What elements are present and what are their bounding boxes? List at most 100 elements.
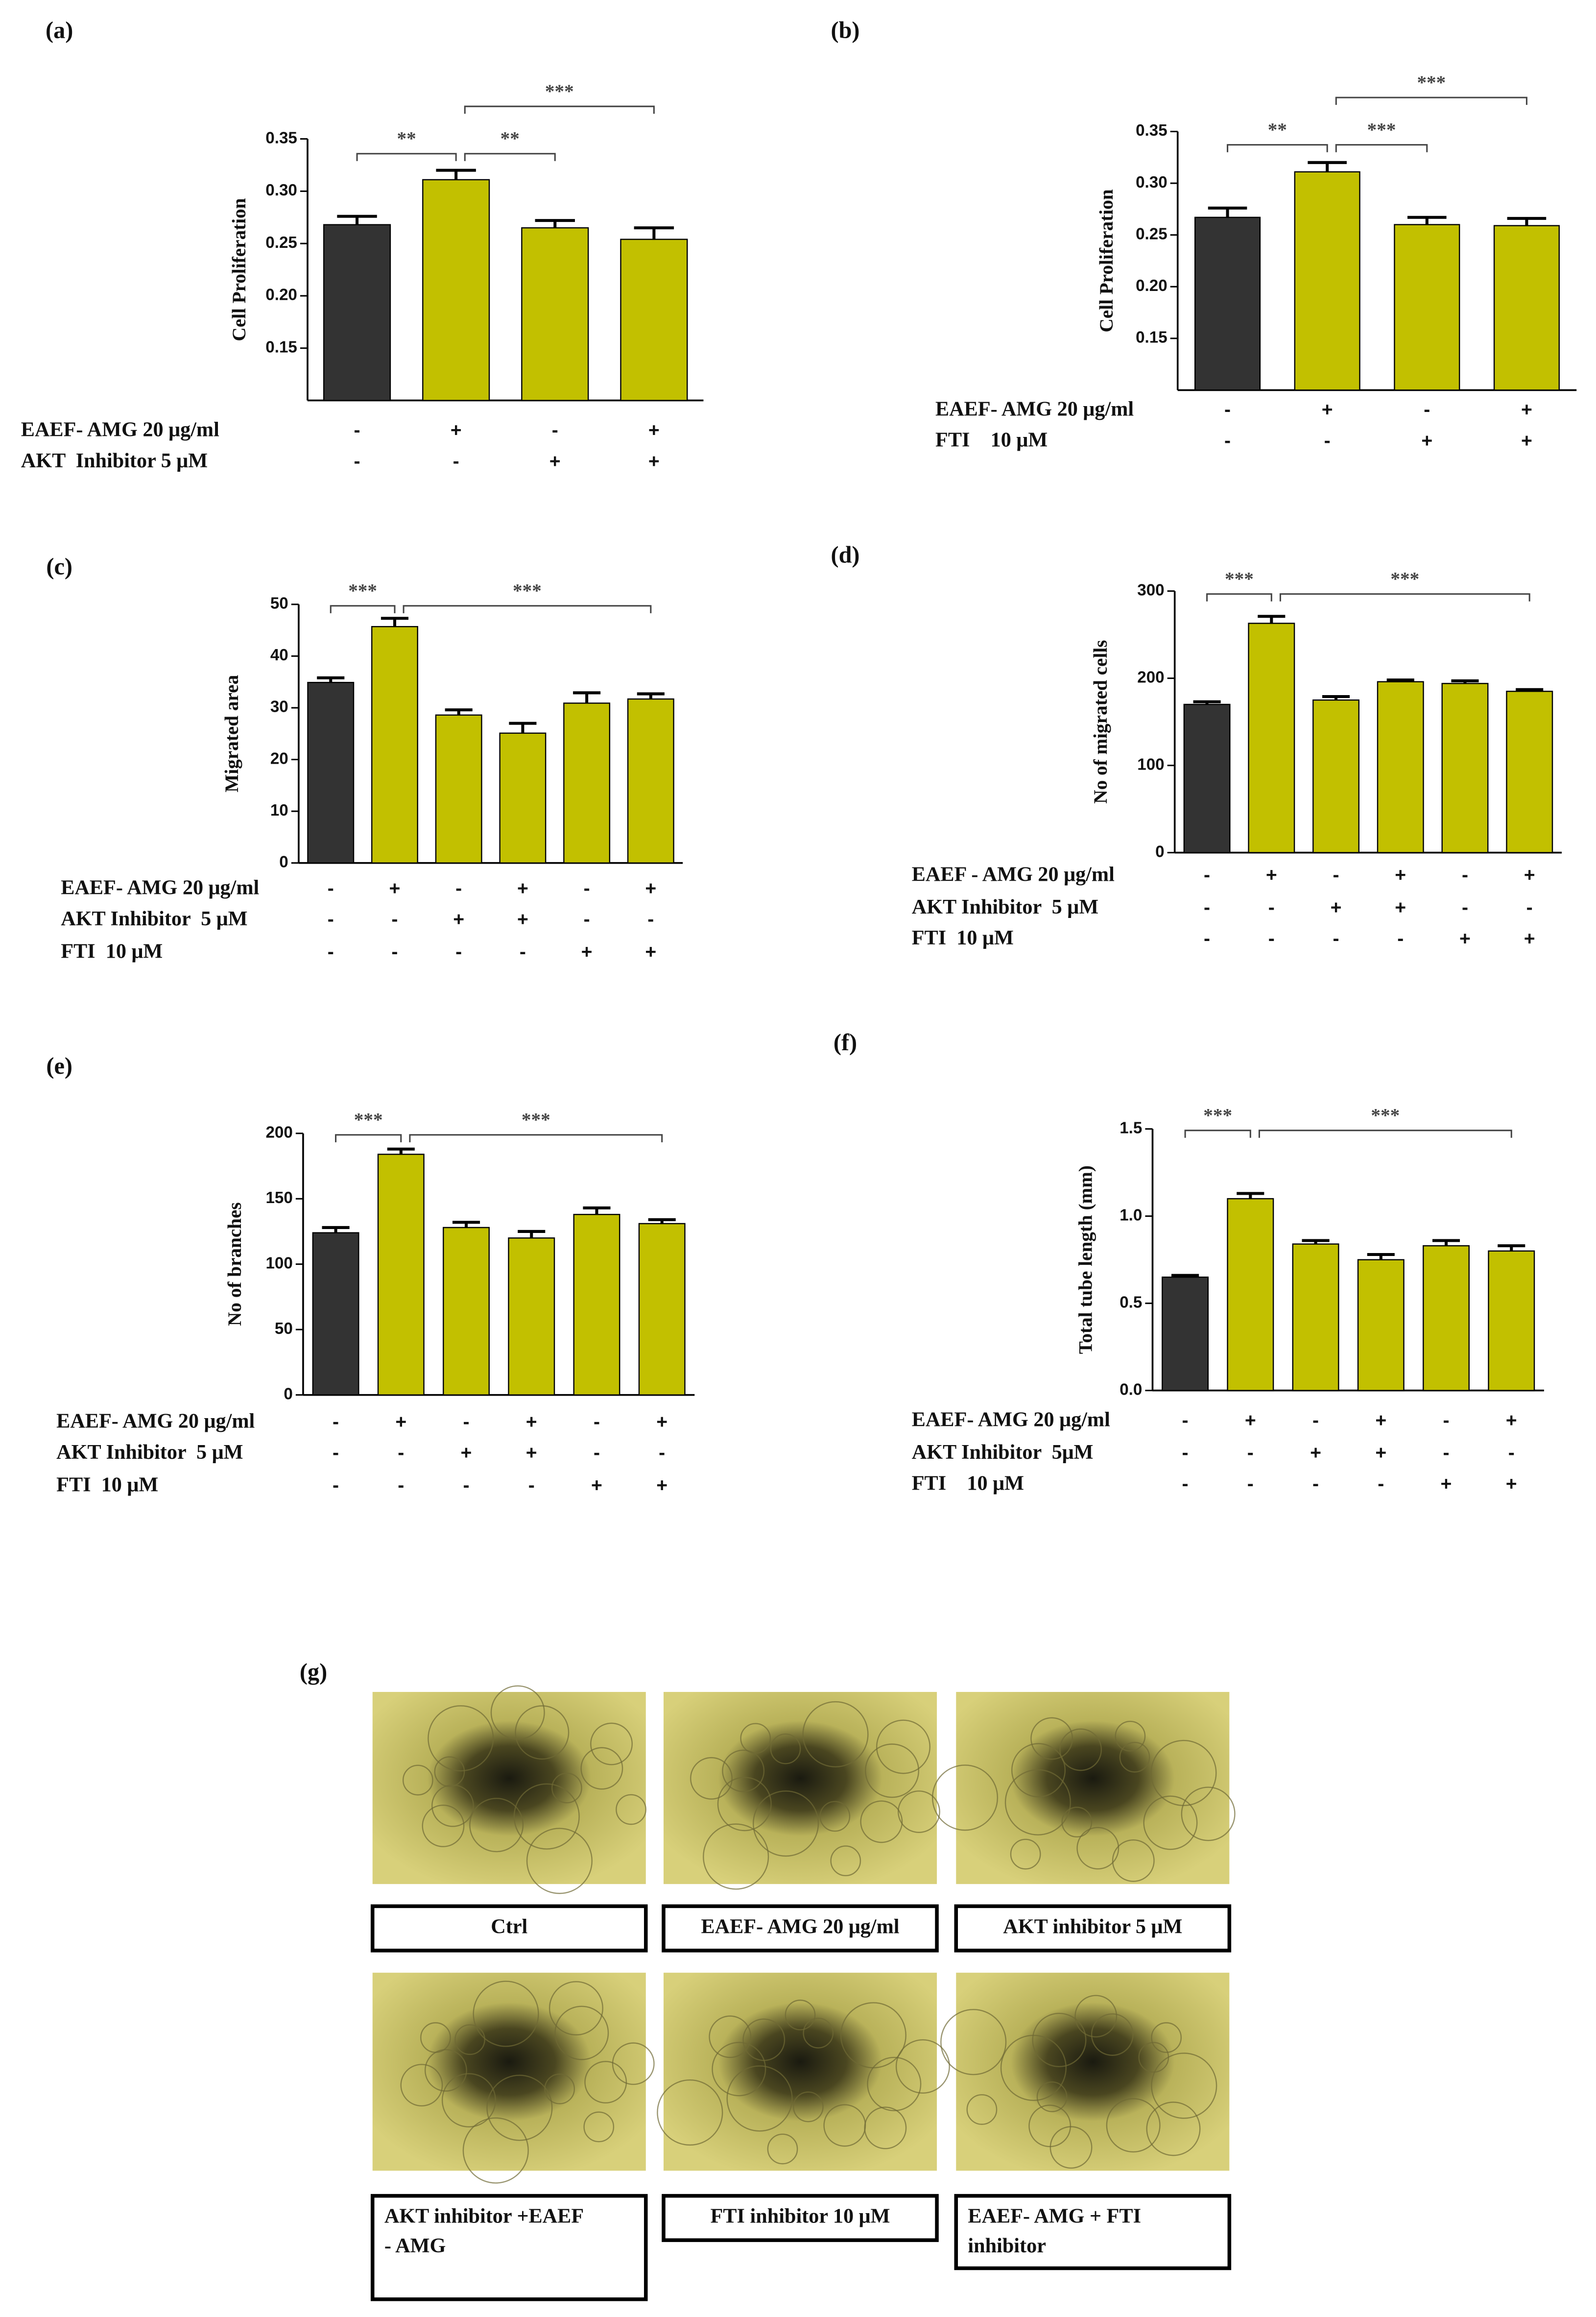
condition-sign: - (594, 1411, 600, 1432)
condition-sign: - (455, 878, 462, 899)
cell-network (1115, 1720, 1146, 1752)
error-bar (518, 1230, 546, 1238)
cell-network (580, 1747, 623, 1790)
cell-network (490, 1685, 545, 1740)
condition-sign: + (517, 909, 528, 930)
bar (1248, 623, 1295, 853)
cell-network (1059, 1728, 1102, 1771)
condition-sign: - (354, 451, 360, 472)
cell-network (551, 1772, 582, 1804)
cell-network (526, 1828, 593, 1894)
cell-network (1150, 1739, 1217, 1807)
error-bar (648, 1218, 676, 1224)
bar (422, 179, 490, 401)
bar (638, 1223, 686, 1396)
caption: - AMG (384, 2234, 446, 2257)
cell-network (895, 2039, 950, 2094)
condition-label: AKT Inhibitor 5 μM (56, 1441, 243, 1464)
caption: AKT inhibitor +EAEF (384, 2205, 584, 2228)
condition-sign: - (1247, 1473, 1254, 1495)
cell-network (1091, 2013, 1134, 2056)
micrograph (372, 1973, 646, 2171)
condition-sign: + (1395, 865, 1406, 886)
cell-network (1036, 2081, 1068, 2112)
significance-label: *** (513, 580, 542, 602)
error-bar (573, 691, 601, 703)
cell-network (966, 2094, 998, 2125)
condition-sign: + (581, 941, 593, 963)
condition-sign: - (1462, 897, 1468, 918)
cell-network (657, 2079, 723, 2146)
condition-sign: + (1506, 1410, 1517, 1431)
condition-sign: - (391, 941, 398, 963)
condition-sign: + (591, 1475, 602, 1496)
error-bar (387, 1147, 415, 1155)
y-tick-label: 0.5 (1120, 1293, 1142, 1311)
condition-sign: - (1268, 897, 1275, 918)
condition-sign: - (1443, 1443, 1449, 1464)
cell-network (712, 2042, 766, 2097)
bar (1441, 683, 1489, 853)
condition-sign: - (1424, 399, 1430, 420)
cell-network (1119, 1741, 1150, 1773)
y-tick-label: 0.30 (1136, 173, 1167, 192)
bar (1227, 1198, 1274, 1391)
condition-sign: + (395, 1411, 406, 1432)
cell-network (422, 1804, 465, 1847)
condition-sign: + (1521, 430, 1532, 451)
condition-sign: - (594, 1443, 600, 1464)
condition-sign: - (398, 1443, 404, 1464)
bar (1292, 1243, 1339, 1391)
panel-label: (c) (46, 554, 72, 579)
cell-network (1112, 1839, 1155, 1882)
condition-sign: - (391, 909, 398, 930)
condition-label: EAEF- AMG 20 μg/ml (935, 397, 1134, 420)
bar (1488, 1250, 1535, 1391)
error-bar (634, 226, 674, 240)
cell-network (767, 2133, 798, 2165)
bar (1183, 703, 1231, 853)
condition-sign: + (526, 1411, 537, 1432)
condition-sign: + (517, 878, 528, 899)
cell-network (1106, 2098, 1161, 2153)
cell-network (867, 2056, 922, 2111)
bar (499, 732, 547, 864)
cell-network (548, 1981, 603, 2036)
condition-sign: + (1441, 1473, 1452, 1495)
bar (1423, 1245, 1470, 1391)
condition-label: FTI 10 μM (912, 1472, 1024, 1495)
significance-label: *** (522, 1110, 550, 1131)
error-bar (1386, 678, 1414, 682)
y-tick-label: 0 (284, 1385, 292, 1403)
y-tick-label: 0 (279, 853, 288, 871)
significance-label: ** (500, 128, 520, 149)
condition-label: AKT Inhibitor 5 μM (21, 449, 208, 472)
cell-network (424, 2049, 467, 2092)
error-bar (509, 722, 537, 733)
y-tick-label: 300 (1137, 581, 1164, 599)
significance-bracket (464, 105, 655, 114)
significance-bracket (1206, 593, 1272, 602)
cell-network (860, 1800, 903, 1843)
condition-sign: - (647, 909, 654, 930)
micrograph (956, 1691, 1230, 1884)
condition-sign: - (1204, 928, 1210, 949)
caption: EAEF- AMG 20 μg/ml (701, 1915, 899, 1938)
condition-sign: - (1324, 430, 1331, 451)
cell-network (583, 2111, 615, 2143)
condition-sign: - (453, 451, 459, 472)
panel-label: (g) (300, 1659, 327, 1685)
cell-network (802, 1701, 869, 1767)
y-tick-label: 0.20 (1136, 277, 1167, 295)
cell-network (940, 2009, 1007, 2076)
cell-network (454, 2024, 485, 2055)
condition-sign: - (1397, 928, 1404, 949)
caption: EAEF- AMG + FTI (968, 2205, 1141, 2228)
condition-sign: + (656, 1411, 667, 1432)
condition-label: AKT Inhibitor 5 μM (912, 895, 1098, 918)
panel-label: (d) (831, 542, 860, 568)
significance-label: *** (1367, 119, 1396, 140)
cell-network (434, 1756, 465, 1787)
error-bar (436, 169, 476, 180)
